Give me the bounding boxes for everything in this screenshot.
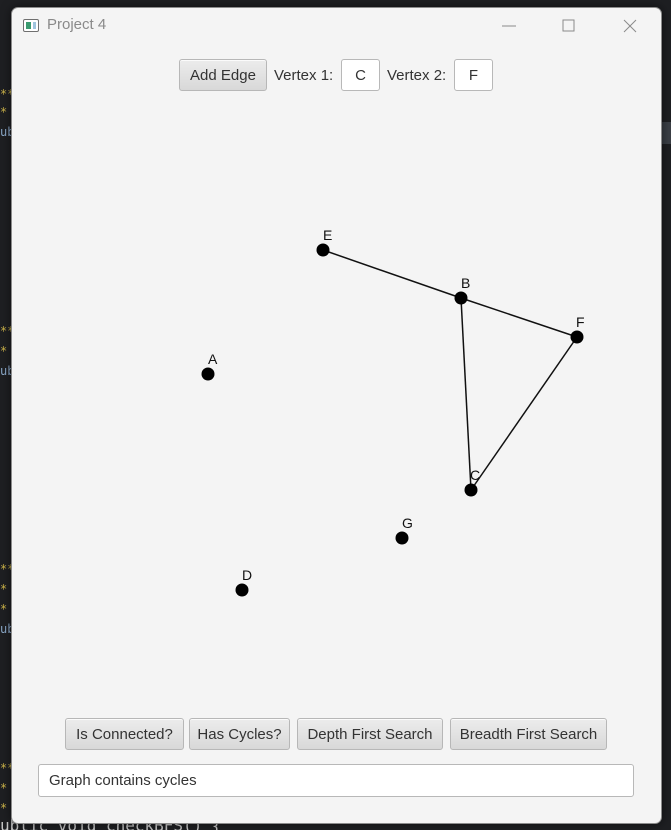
has-cycles-button[interactable]: Has Cycles?	[189, 718, 290, 750]
vertex-a[interactable]	[201, 367, 215, 381]
graph-vertices	[201, 243, 584, 597]
background-code-fragment: **	[0, 562, 15, 576]
background-scroll-marker	[659, 122, 671, 144]
background-code-fragment: ub	[0, 622, 15, 636]
graph-edges	[322, 249, 578, 491]
vertex2-input[interactable]: F	[454, 59, 493, 91]
vertex-label-c: C	[470, 467, 480, 483]
vertex2-label: Vertex 2:	[387, 67, 447, 84]
close-icon	[623, 19, 637, 33]
edge-b-f	[460, 297, 578, 338]
close-button[interactable]	[600, 8, 660, 44]
vertex-label-b: B	[461, 275, 470, 291]
background-code-fragment: *	[0, 582, 8, 596]
maximize-icon	[562, 19, 575, 32]
edge-toolbar: Add Edge Vertex 1: C Vertex 2: F	[12, 59, 661, 93]
app-icon	[23, 19, 39, 32]
maximize-button[interactable]	[539, 8, 599, 44]
background-code-fragment: *	[0, 781, 8, 795]
edge-f-c	[470, 336, 578, 491]
background-code-fragment: *	[0, 801, 8, 815]
vertex-label-a: A	[208, 351, 218, 367]
vertex-label-e: E	[323, 227, 332, 243]
vertex-f[interactable]	[570, 330, 584, 344]
vertex1-label: Vertex 1:	[274, 67, 334, 84]
background-code-fragment: *	[0, 105, 8, 119]
vertex-label-g: G	[402, 515, 413, 531]
vertex-g[interactable]	[395, 531, 409, 545]
graph-canvas[interactable]: E B F A C G D	[12, 8, 661, 708]
vertex-e[interactable]	[316, 243, 330, 257]
vertex-d[interactable]	[235, 583, 249, 597]
app-window: Project 4 Add Edge Vertex 1: C Vertex 2:…	[11, 7, 662, 824]
depth-first-search-button[interactable]: Depth First Search	[297, 718, 443, 750]
vertex-b[interactable]	[454, 291, 468, 305]
vertex1-input[interactable]: C	[341, 59, 380, 91]
edge-e-b	[322, 249, 462, 299]
vertex-c[interactable]	[464, 483, 478, 497]
is-connected-button[interactable]: Is Connected?	[65, 718, 184, 750]
edge-b-c	[460, 297, 472, 491]
minimize-icon	[502, 25, 516, 27]
background-code-fragment: ub	[0, 364, 15, 378]
graph-vertex-labels: E B F A C G D	[208, 227, 585, 583]
background-code-fragment: **	[0, 761, 15, 775]
background-code-fragment: **	[0, 87, 15, 101]
background-code-fragment: **	[0, 324, 15, 338]
window-title: Project 4	[47, 16, 107, 33]
vertex-label-f: F	[576, 314, 585, 330]
background-code-fragment: *	[0, 344, 8, 358]
add-edge-button[interactable]: Add Edge	[179, 59, 267, 91]
background-code-fragment: ub	[0, 125, 15, 139]
vertex-label-d: D	[242, 567, 252, 583]
minimize-button[interactable]	[479, 8, 539, 44]
result-output-field[interactable]: Graph contains cycles	[38, 764, 634, 797]
background-code-fragment: *	[0, 602, 8, 616]
breadth-first-search-button[interactable]: Breadth First Search	[450, 718, 607, 750]
title-bar[interactable]: Project 4	[12, 8, 661, 44]
